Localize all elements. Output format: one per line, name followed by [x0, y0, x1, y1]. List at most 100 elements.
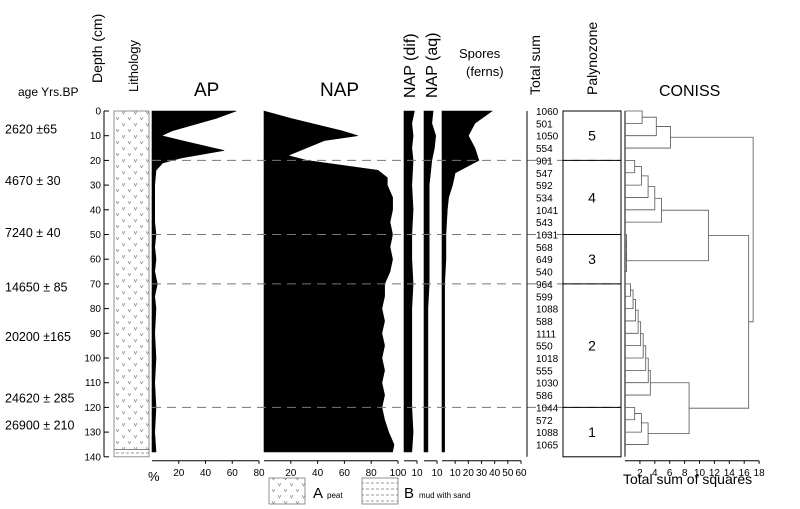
depth-tick-label: 90: [90, 329, 102, 340]
age-label: 4670 ± 30: [5, 174, 61, 188]
age-label: 24620 ± 285: [5, 392, 74, 406]
nap-tick-label: 20: [285, 468, 297, 479]
total-sum-value: 568: [536, 243, 553, 254]
legend: A peat B mud with sand: [268, 477, 471, 505]
ap-tick-label: 20: [173, 468, 185, 479]
depth-tick-label: 60: [90, 255, 102, 266]
coniss-dendrogram: 2 4 6 8 10 12 14 16 18: [624, 110, 766, 479]
curve-ap: [151, 110, 237, 453]
ap-tick-label: 80: [253, 468, 265, 479]
depth-tick-label: 110: [85, 378, 101, 389]
total-sum-value: 554: [536, 144, 553, 155]
coniss-branch: [625, 298, 636, 322]
coniss-tick-label: 4: [652, 468, 658, 479]
total-sum-value: 534: [536, 193, 553, 204]
depth-tick-label: 70: [90, 279, 102, 290]
coniss-branch: [625, 422, 649, 445]
coniss-tick-label: 18: [754, 468, 766, 479]
total-sum-value: 1018: [536, 354, 559, 365]
depth-tick-label: 20: [90, 156, 102, 167]
spores-tick-label: 50: [502, 468, 514, 479]
legend-mud-swatch: [361, 477, 399, 505]
total-sum-value: 1111: [536, 329, 556, 340]
total-sum-value: 572: [536, 416, 553, 427]
total-sum-value: 543: [536, 218, 553, 229]
total-sum-value: 586: [536, 391, 553, 402]
total-sum-value: 1041: [536, 206, 559, 217]
coniss-tick-label: 14: [724, 468, 736, 479]
total-sum-value: 501: [536, 119, 553, 130]
spores-header-ferns: (ferns): [466, 64, 504, 79]
coniss-branch: [625, 116, 657, 137]
coniss-tick-label: 6: [667, 468, 673, 479]
total-sum-value: 964: [536, 280, 553, 291]
total-sum-value: 555: [536, 366, 553, 377]
age-label: 2620 ±65: [5, 122, 57, 136]
coniss-branch: [648, 382, 690, 435]
total-sum-value: 1030: [536, 379, 559, 390]
coniss-tick-label: 10: [694, 468, 706, 479]
nap-dif-tick-label: 10: [411, 468, 423, 479]
lithology-peat: [113, 110, 150, 450]
total-sum-value: 1031: [536, 231, 559, 242]
depth-tick-label: 30: [90, 181, 102, 192]
depth-tick-label: 120: [84, 403, 101, 414]
ap-header: AP: [194, 80, 219, 101]
coniss-branch: [626, 209, 709, 262]
ap-tick-label: 40: [200, 468, 212, 479]
palynozone-column: 5 4 3 2 1: [562, 110, 622, 458]
coniss-branch: [625, 126, 671, 149]
coniss-tick-label: 8: [682, 468, 688, 479]
age-header: age Yrs.BP: [18, 85, 78, 99]
coniss-branch: [625, 159, 636, 174]
coniss-x-label: Total sum of squares: [623, 471, 752, 487]
total-sum-value: 599: [536, 292, 553, 303]
coniss-branch: [625, 249, 627, 272]
depth-tick-label: 0: [95, 107, 101, 118]
spores-tick-label: 40: [489, 468, 501, 479]
coniss-branch: [670, 136, 754, 323]
total-sum-value: 547: [536, 169, 553, 180]
spores-tick-label: 10: [450, 468, 462, 479]
spores-tick-label: 30: [476, 468, 488, 479]
depth-tick-label: 80: [90, 304, 102, 315]
curves: [151, 110, 620, 453]
age-labels: 2620 ±65 4670 ± 30 7240 ± 40 14650 ± 85 2020…: [5, 122, 74, 432]
curve-spores: [441, 110, 493, 453]
total-sum-value: 1088: [536, 305, 559, 316]
coniss-tick-label: 16: [739, 468, 751, 479]
coniss-branch: [625, 175, 649, 198]
spores-tick-label: 60: [515, 468, 527, 479]
spores-header: Spores: [459, 46, 501, 61]
lithology-header: Lithology: [126, 39, 141, 92]
palynozone-label: 2: [588, 338, 596, 354]
coniss-branch: [625, 289, 634, 310]
ap-tick-label: 60: [227, 468, 239, 479]
total-sum-value: 1065: [536, 440, 559, 451]
nap-tick-label: 40: [312, 468, 324, 479]
age-label: 14650 ± 85: [5, 280, 68, 294]
total-sum-value: 1088: [536, 428, 559, 439]
palynozone-label: 5: [588, 128, 596, 144]
total-sum-value: 592: [536, 181, 553, 192]
nap-tick-label: 60: [339, 468, 351, 479]
total-sum-value: 1044: [536, 403, 559, 414]
age-label: 26900 ± 210: [5, 419, 74, 433]
lithology-mud: [113, 448, 150, 458]
percent-unit: %: [148, 469, 160, 484]
palynozone-label: 3: [588, 251, 596, 267]
coniss-branch: [625, 283, 631, 297]
depth-axis: 0 10 20 30 40 50 60 70 80 90 100 110 120 130 140: [84, 107, 109, 463]
coniss-branch: [689, 235, 750, 409]
nap-tick-label: 100: [390, 468, 407, 479]
coniss-branch: [625, 166, 642, 186]
coniss-branch: [625, 406, 636, 421]
coniss-tick-label: 12: [709, 468, 721, 479]
coniss-header: CONISS: [659, 83, 720, 100]
legend-peat-label: peat: [327, 491, 343, 500]
total-sum-value: 540: [536, 268, 553, 279]
depth-tick-label: 50: [90, 230, 102, 241]
coniss-branch: [625, 413, 642, 433]
total-sum-value: 1060: [536, 107, 559, 118]
